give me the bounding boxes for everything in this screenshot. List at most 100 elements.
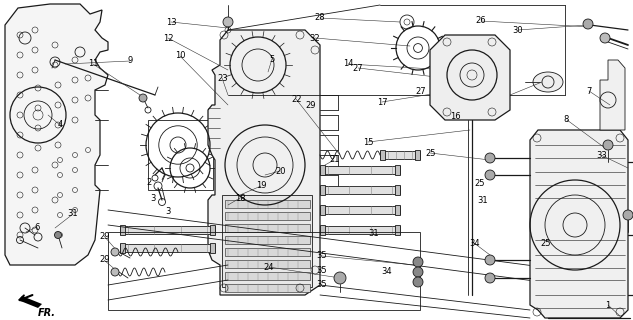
- Text: 22: 22: [291, 95, 301, 104]
- Bar: [225, 272, 310, 280]
- Polygon shape: [18, 296, 42, 308]
- Polygon shape: [208, 30, 320, 295]
- Polygon shape: [600, 60, 625, 130]
- Circle shape: [600, 33, 610, 43]
- Text: 27: 27: [353, 64, 363, 73]
- Text: 17: 17: [377, 98, 387, 107]
- Bar: [225, 248, 310, 256]
- Text: 32: 32: [310, 34, 320, 43]
- Circle shape: [485, 153, 495, 163]
- Bar: [225, 224, 310, 232]
- Bar: [320, 165, 325, 175]
- Bar: [395, 225, 400, 235]
- Polygon shape: [5, 4, 108, 265]
- Text: 13: 13: [166, 18, 176, 27]
- Bar: [224, 84, 232, 92]
- Text: 9: 9: [127, 56, 132, 65]
- Bar: [224, 100, 232, 112]
- Bar: [320, 185, 325, 195]
- Circle shape: [603, 140, 613, 150]
- Text: 4: 4: [58, 120, 63, 129]
- Bar: [222, 195, 312, 287]
- Text: 35: 35: [316, 266, 327, 275]
- Circle shape: [413, 277, 423, 287]
- Text: 24: 24: [264, 263, 274, 272]
- Text: 34: 34: [470, 239, 480, 248]
- Text: 14: 14: [343, 60, 353, 68]
- Circle shape: [413, 257, 423, 267]
- Text: 31: 31: [477, 196, 487, 205]
- Text: 26: 26: [476, 16, 486, 25]
- Text: 21: 21: [329, 156, 339, 164]
- Bar: [120, 243, 125, 253]
- Bar: [120, 244, 215, 252]
- Polygon shape: [530, 130, 628, 318]
- Text: 25: 25: [475, 180, 485, 188]
- Text: 1: 1: [605, 301, 610, 310]
- Circle shape: [583, 19, 593, 29]
- Bar: [395, 165, 400, 175]
- Circle shape: [54, 231, 61, 238]
- Circle shape: [485, 255, 495, 265]
- Text: 11: 11: [88, 60, 98, 68]
- Polygon shape: [430, 35, 510, 120]
- Bar: [320, 225, 325, 235]
- Circle shape: [413, 267, 423, 277]
- Bar: [320, 186, 400, 194]
- Text: 20: 20: [275, 167, 285, 176]
- Bar: [120, 225, 125, 235]
- Bar: [320, 166, 400, 174]
- Bar: [320, 205, 325, 215]
- Bar: [120, 226, 215, 234]
- Text: 34: 34: [381, 268, 391, 276]
- Bar: [224, 62, 232, 68]
- Text: 28: 28: [315, 13, 325, 22]
- Text: 18: 18: [235, 194, 246, 203]
- Bar: [225, 236, 310, 244]
- Text: 5: 5: [270, 55, 275, 64]
- Bar: [225, 284, 310, 292]
- Circle shape: [485, 273, 495, 283]
- Bar: [320, 226, 400, 234]
- Text: 15: 15: [363, 138, 373, 147]
- Text: 29: 29: [99, 255, 110, 264]
- Text: 10: 10: [175, 52, 185, 60]
- Text: 33: 33: [596, 151, 606, 160]
- Bar: [395, 205, 400, 215]
- Text: 31: 31: [68, 209, 78, 218]
- Bar: [225, 212, 310, 220]
- Circle shape: [623, 210, 633, 220]
- Text: 23: 23: [218, 74, 228, 83]
- Circle shape: [334, 272, 346, 284]
- Bar: [380, 150, 385, 160]
- Circle shape: [111, 268, 119, 276]
- Text: 16: 16: [451, 112, 461, 121]
- Circle shape: [111, 248, 119, 256]
- Bar: [380, 151, 420, 159]
- Text: 31: 31: [368, 229, 379, 238]
- Text: 3: 3: [151, 194, 156, 203]
- Circle shape: [139, 94, 147, 102]
- Text: 30: 30: [513, 26, 523, 35]
- Bar: [210, 225, 215, 235]
- Text: 2: 2: [146, 178, 151, 187]
- Bar: [225, 200, 310, 208]
- Text: 35: 35: [316, 280, 327, 289]
- Bar: [395, 185, 400, 195]
- Bar: [415, 150, 420, 160]
- Text: 27: 27: [416, 87, 426, 96]
- Text: 35: 35: [316, 252, 327, 260]
- Circle shape: [485, 170, 495, 180]
- Text: 19: 19: [256, 181, 266, 190]
- Text: 29: 29: [305, 101, 315, 110]
- Text: 12: 12: [163, 34, 173, 43]
- Ellipse shape: [533, 72, 563, 92]
- Text: 8: 8: [564, 116, 569, 124]
- Text: 7: 7: [586, 87, 591, 96]
- Bar: [108, 232, 420, 310]
- Bar: [148, 120, 213, 190]
- Text: 25: 25: [541, 239, 551, 248]
- Text: 3: 3: [165, 207, 170, 216]
- Bar: [210, 243, 215, 253]
- Text: 6: 6: [34, 223, 39, 232]
